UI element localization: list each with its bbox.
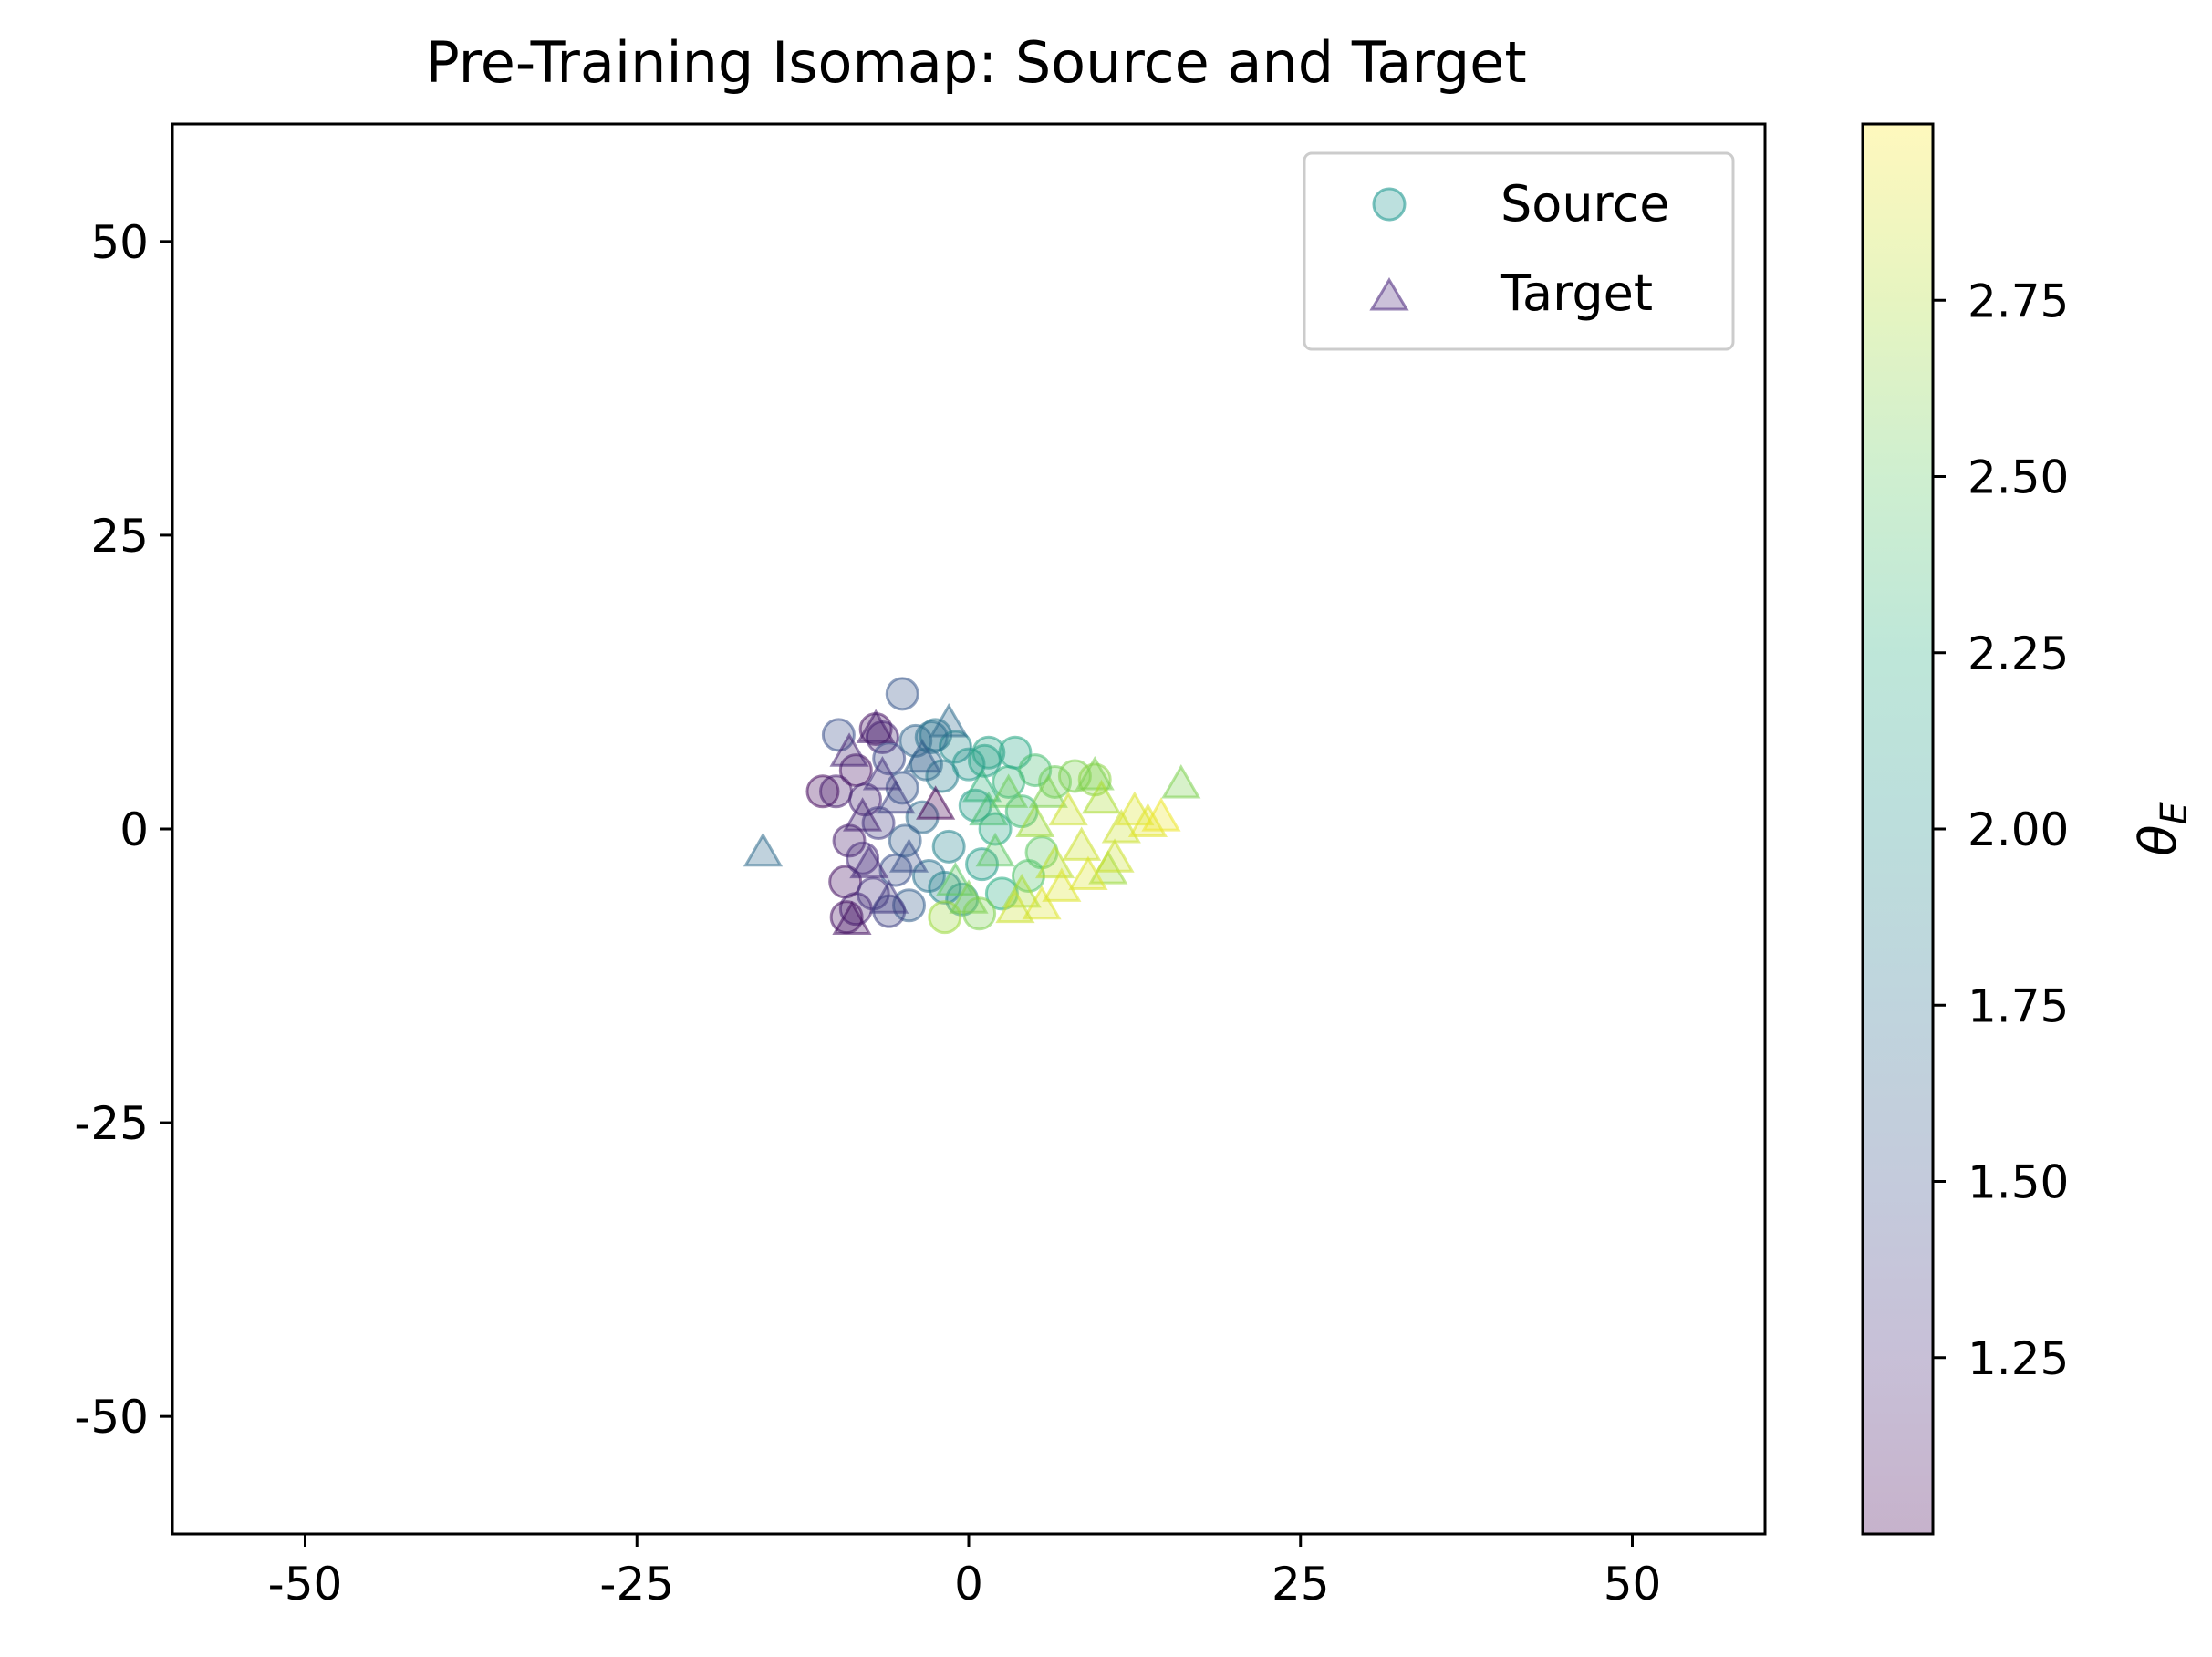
target-point [961, 767, 1002, 803]
source-point [967, 743, 1002, 778]
target-point [995, 888, 1035, 924]
colorbar-tick-label: 2.75 [1968, 274, 2069, 327]
y-tick-label: -25 [74, 1097, 149, 1150]
target-point [975, 832, 1015, 867]
y-tick-label: 50 [90, 216, 149, 269]
legend-source-marker [1372, 187, 1407, 222]
target-point [1042, 867, 1082, 902]
x-tick-label: 25 [1272, 1558, 1330, 1610]
colorbar-tick-label: 1.50 [1968, 1156, 2069, 1209]
target-point [876, 779, 916, 814]
colorbar-tick-label: 2.25 [1968, 627, 2069, 680]
target-point [935, 861, 976, 896]
target-point [1034, 844, 1075, 879]
target-point [856, 709, 896, 743]
target-point [916, 785, 956, 820]
target-point [1028, 773, 1068, 808]
points-layer [743, 677, 1201, 935]
target-point [1015, 803, 1055, 838]
colorbar-ticks: 2.75 2.50 2.25 2.00 1.75 1.50 1.25 [1933, 274, 2069, 1385]
colorbar-tick-label: 2.50 [1968, 451, 2069, 504]
chart-title: Pre-Training Isomap: Source and Target [425, 29, 1526, 96]
legend-target-marker [1369, 277, 1409, 311]
source-point [1038, 764, 1073, 799]
source-point [931, 829, 966, 864]
x-tick-label: 50 [1604, 1558, 1662, 1610]
colorbar-label: θE [2129, 802, 2196, 856]
source-point [1018, 753, 1053, 788]
target-point [888, 838, 929, 873]
colorbar-tick-label: 1.75 [1968, 979, 2069, 1032]
target-point [843, 797, 883, 832]
y-tick-label: 25 [90, 510, 149, 563]
legend: Source Target [1303, 151, 1735, 351]
target-point [989, 773, 1029, 808]
target-point [849, 844, 889, 879]
target-point [949, 879, 989, 914]
target-point [902, 738, 942, 773]
colorbar-tick-label: 2.00 [1968, 803, 2069, 856]
y-tick-label: -50 [74, 1391, 149, 1444]
target-point [969, 791, 1009, 826]
source-point [885, 677, 919, 711]
target-point [1075, 756, 1115, 791]
y-tick-label: 0 [119, 803, 149, 856]
target-point [832, 900, 872, 935]
y-axis: 50 25 0 -25 -50 [74, 216, 172, 1444]
target-point [1095, 838, 1135, 873]
target-point [1068, 855, 1108, 891]
legend-source-label: Source [1501, 175, 1669, 233]
legend-target-label: Target [1500, 264, 1653, 322]
x-tick-label: 0 [954, 1558, 983, 1610]
plot-area: -50 -25 0 25 50 50 25 0 -25 -50 [74, 122, 1767, 1610]
source-point [805, 774, 840, 809]
target-point [1022, 885, 1062, 920]
target-point [929, 703, 969, 738]
x-tick-label: -25 [599, 1558, 674, 1610]
target-point [1062, 826, 1102, 861]
target-point [1115, 791, 1155, 826]
x-tick-label: -50 [268, 1558, 343, 1610]
colorbar-gradient [1863, 124, 1933, 1534]
colorbar: 2.75 2.50 2.25 2.00 1.75 1.50 1.25 θE [1861, 122, 2196, 1536]
target-point [869, 879, 909, 914]
target-point [1048, 791, 1088, 826]
target-point [829, 732, 869, 767]
target-point [1141, 797, 1181, 832]
colorbar-tick-label: 1.25 [1968, 1332, 2069, 1385]
target-point [1081, 779, 1122, 814]
target-point [743, 832, 784, 867]
legend-box [1303, 151, 1735, 351]
target-point [1002, 873, 1042, 908]
target-point [1161, 764, 1201, 799]
x-axis: -50 -25 0 25 50 [268, 1534, 1662, 1610]
target-point [862, 756, 903, 791]
